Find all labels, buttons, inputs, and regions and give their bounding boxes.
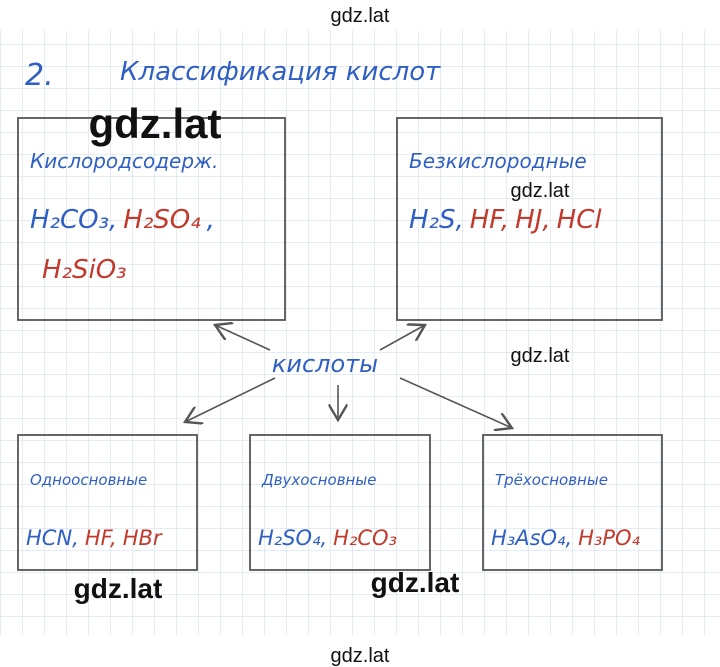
watermark: gdz.lat: [74, 573, 163, 604]
arrows: [185, 325, 512, 428]
box: [17, 117, 286, 321]
formula-line: H₃AsO₄, H₃PO₄: [491, 526, 641, 550]
formula: HBr: [123, 526, 163, 550]
watermark: gdz.lat: [371, 567, 460, 598]
watermark: gdz.lat: [511, 180, 570, 202]
box-title: Кислородсодерж.: [30, 149, 218, 173]
formula: H₂SO₄: [123, 205, 201, 235]
grid-paper: [0, 30, 720, 635]
formula: H₂CO₃,: [30, 205, 117, 235]
formula-line: HCN, HF, HBr: [26, 526, 163, 550]
formula-line: H₂SO₄, H₂CO₃: [258, 526, 397, 550]
task-number: 2.: [25, 58, 54, 93]
box: [249, 434, 431, 571]
formula: HCN,: [26, 526, 79, 550]
center-label: кислоты: [272, 350, 378, 378]
formula: HJ,: [515, 205, 550, 235]
watermarks: gdz.lat gdz.lat gdz.lat gdz.lat gdz.lat gdz.l…: [74, 5, 570, 667]
box-title: Двухосновные: [261, 471, 376, 489]
box: [482, 434, 663, 571]
box: [17, 434, 198, 571]
formula: HF,: [470, 205, 509, 235]
formula: HCl: [557, 205, 603, 235]
formula-line: H₂SiO₃: [42, 255, 127, 285]
title: Классификация кислот: [120, 57, 441, 87]
formula: H₂S,: [409, 205, 464, 235]
box-title: Безкислородные: [409, 149, 587, 173]
box-title: Трёхосновные: [495, 471, 608, 489]
formula: HF,: [85, 526, 117, 550]
formula: H₂SO₄,: [258, 526, 327, 550]
formula-line: H₂S, HF, HJ, HCl: [409, 205, 602, 235]
box-title: Одноосновные: [30, 471, 147, 489]
watermark: gdz.lat: [89, 100, 222, 147]
watermark: gdz.lat: [331, 5, 390, 27]
formula: H₂SiO₃: [42, 255, 127, 285]
watermark: gdz.lat: [331, 645, 390, 667]
formula: H₂CO₃: [333, 526, 397, 550]
formula: H₃PO₄: [578, 526, 640, 550]
formula: ,: [207, 205, 215, 235]
formula-line: H₂CO₃, H₂SO₄,: [30, 205, 215, 235]
watermark: gdz.lat: [511, 345, 570, 367]
formula: H₃AsO₄,: [491, 526, 572, 550]
boxes: Кислородсодерж.H₂CO₃, H₂SO₄ ,H₂SiO₃Безкисл…: [17, 117, 663, 571]
box: [396, 117, 663, 321]
